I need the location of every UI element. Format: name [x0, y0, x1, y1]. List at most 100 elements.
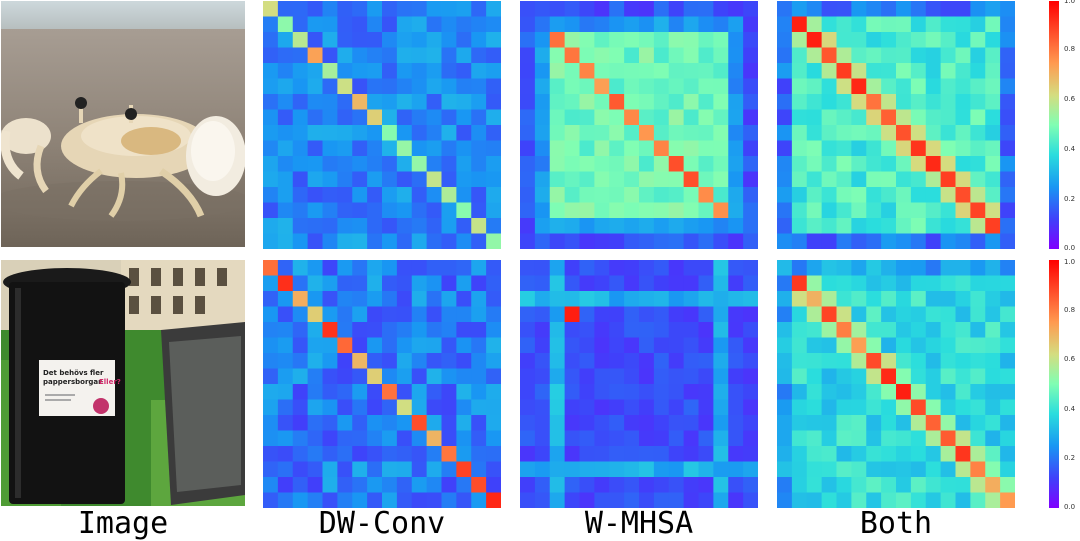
heatmap-cell	[367, 32, 383, 48]
heatmap-cell	[486, 461, 501, 478]
heatmap-cell	[821, 275, 837, 292]
heatmap-cell	[396, 275, 413, 292]
heatmap-cell	[609, 353, 625, 369]
heatmap-cell	[683, 477, 699, 493]
heatmap-cell	[910, 415, 927, 431]
heatmap-cell	[277, 399, 294, 416]
heatmap-cell	[791, 415, 808, 431]
heatmap-cell	[337, 1, 353, 17]
heatmap-cell	[653, 260, 670, 276]
heatmap-cell	[713, 368, 729, 385]
heatmap-cell	[307, 109, 323, 126]
heatmap-cell	[411, 461, 428, 478]
heatmap-cell	[367, 306, 383, 323]
heatmap-cell	[337, 63, 353, 79]
heatmap-cell	[955, 16, 971, 33]
heatmap-cell	[352, 415, 368, 431]
heatmap-cell	[520, 32, 536, 48]
heatmap-cell	[925, 477, 942, 493]
heatmap-cell	[337, 78, 353, 95]
heatmap-cell	[668, 125, 685, 141]
heatmap-cell	[713, 47, 729, 64]
heatmap-cell	[1000, 275, 1015, 292]
heatmap-cell	[1000, 156, 1015, 172]
heatmap-cell	[985, 78, 1001, 95]
heatmap-cell	[292, 353, 309, 369]
heatmap-cell	[382, 1, 398, 17]
heatmap-cell	[866, 94, 882, 110]
heatmap-cell	[456, 125, 472, 141]
heatmap-cell	[866, 322, 882, 338]
heatmap-cell	[985, 187, 1001, 203]
heatmap-cell	[609, 63, 625, 79]
heatmap-cell	[866, 16, 882, 33]
heatmap-cell	[970, 63, 986, 79]
heatmap-cell	[411, 47, 428, 64]
heatmap-cell	[851, 171, 867, 188]
heatmap-cell	[352, 430, 368, 447]
heatmap-cell	[564, 492, 580, 508]
cbar2-tick-1: 1.0	[1064, 258, 1076, 266]
heatmap-cell	[367, 218, 383, 234]
heatmap-cell	[851, 477, 867, 493]
heatmap-cell	[564, 47, 580, 64]
heatmap-cell	[639, 1, 655, 17]
heatmap-cell	[594, 218, 610, 234]
heatmap-cell	[564, 353, 580, 369]
heatmap-cell	[821, 156, 837, 172]
heatmap-cell	[486, 415, 501, 431]
heatmap-cell	[743, 202, 758, 219]
heatmap-cell	[322, 94, 338, 110]
heatmap-cell	[609, 368, 625, 385]
heatmap-cell	[292, 275, 309, 292]
heatmap-cell	[791, 233, 808, 249]
heatmap-cell	[925, 353, 942, 369]
heatmap-cell	[821, 492, 837, 508]
heatmap-cell	[955, 260, 971, 276]
heatmap-cell	[743, 399, 758, 416]
heatmap-cell	[821, 461, 837, 478]
heatmap-cell	[609, 140, 625, 157]
heatmap-cell	[821, 446, 837, 462]
heatmap-cell	[668, 306, 685, 323]
heatmap-cell	[292, 260, 309, 276]
heatmap-cell	[609, 78, 625, 95]
heatmap-cell	[322, 140, 338, 157]
heatmap-cell	[713, 353, 729, 369]
heatmap-cell	[743, 156, 758, 172]
heatmap-cell	[713, 16, 729, 33]
heatmap-cell	[821, 368, 837, 385]
heatmap-cell	[520, 492, 536, 508]
heatmap-cell	[955, 322, 971, 338]
heatmap-cell	[322, 275, 338, 292]
heatmap-cell	[322, 16, 338, 33]
heatmap-cell	[441, 187, 457, 203]
heatmap-cell	[791, 1, 808, 17]
heatmap-cell	[910, 368, 927, 385]
heatmap-cell	[985, 260, 1001, 276]
heatmap-cell	[456, 47, 472, 64]
heatmap-cell	[382, 233, 398, 249]
heatmap-r2-both	[777, 260, 1015, 508]
heatmap-cell	[441, 368, 457, 385]
heatmap-cell	[639, 415, 655, 431]
heatmap-cell	[970, 353, 986, 369]
heatmap-cell	[910, 63, 927, 79]
heatmap-cell	[728, 63, 744, 79]
heatmap-cell	[396, 187, 413, 203]
heatmap-cell	[456, 384, 472, 400]
heatmap-cell	[471, 492, 487, 508]
heatmap-cell	[743, 94, 758, 110]
heatmap-cell	[352, 446, 368, 462]
heatmap-cell	[985, 461, 1001, 478]
heatmap-cell	[683, 32, 699, 48]
heatmap-cell	[367, 202, 383, 219]
heatmap-cell	[382, 399, 398, 416]
heatmap-cell	[866, 384, 882, 400]
heatmap-cell	[698, 109, 714, 126]
heatmap-cell	[910, 78, 927, 95]
heatmap-cell	[940, 275, 956, 292]
heatmap-cell	[881, 63, 897, 79]
heatmap-cell	[396, 202, 413, 219]
heatmap-cell	[579, 233, 595, 249]
